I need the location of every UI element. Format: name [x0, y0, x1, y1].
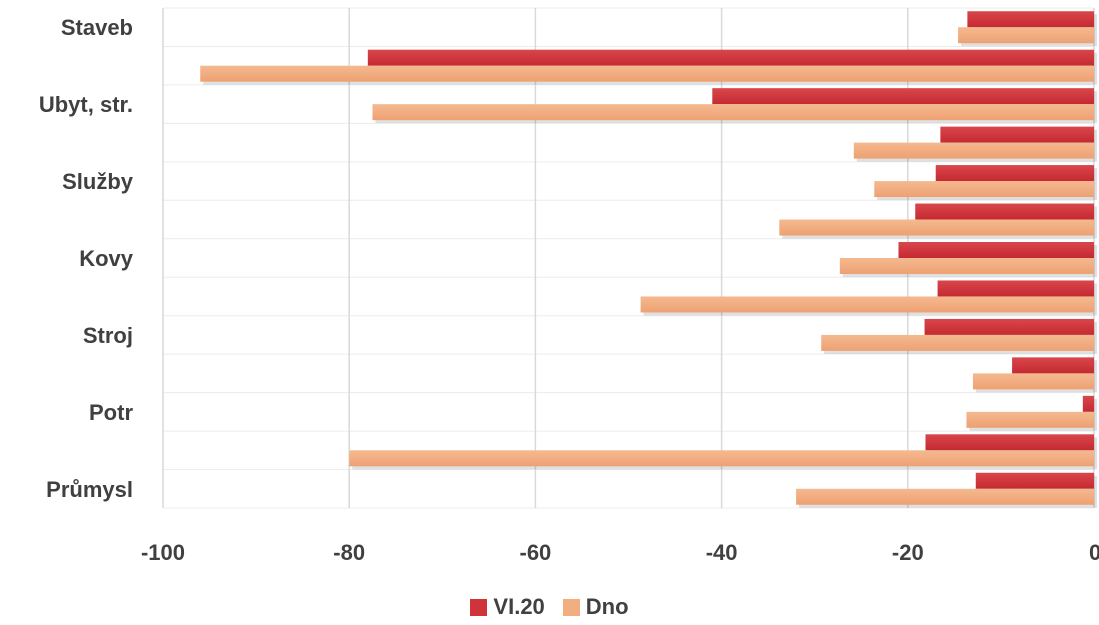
bar-vi20	[1082, 395, 1094, 412]
bar-vi20	[967, 11, 1094, 28]
bar-vi20	[935, 165, 1094, 182]
category-label: Ubyt, str.	[39, 92, 133, 117]
bar-dno	[349, 450, 1094, 467]
legend-item-dno: Dno	[562, 594, 629, 620]
legend-label-dno: Dno	[585, 594, 629, 619]
bar-chart: Staveb Ubyt, str. Služby Kovy Stroj Potr Průmy…	[39, 7, 1099, 565]
legend-label-vi20: VI.20	[493, 594, 545, 619]
legend: VI.20 Dno	[0, 592, 1099, 622]
bar-dno	[972, 373, 1094, 390]
bar-dno	[779, 219, 1094, 236]
bar-dno	[821, 334, 1094, 351]
bar-vi20	[975, 472, 1094, 489]
legend-swatch-dno	[562, 598, 580, 616]
bar-dno	[640, 296, 1094, 313]
x-tick-label: -20	[892, 540, 924, 565]
bar-vi20	[925, 434, 1094, 451]
bar-vi20	[898, 242, 1094, 258]
bar-dno	[200, 65, 1095, 82]
bar-dno	[853, 142, 1094, 159]
category-label: Kovy	[79, 246, 134, 271]
value-axis: -100 -80 -60 -40 -20 0	[141, 540, 1099, 565]
bar-vi20	[937, 280, 1094, 297]
x-tick-label: 0	[1089, 540, 1099, 565]
x-tick-label: -40	[706, 540, 738, 565]
x-tick-label: -100	[141, 540, 185, 565]
bar-dno	[874, 181, 1094, 198]
category-axis: Staveb Ubyt, str. Služby Kovy Stroj Potr Průmy…	[39, 15, 134, 502]
legend-item-vi20: VI.20	[470, 594, 545, 620]
bar-vi20	[712, 88, 1094, 105]
bar-dno	[796, 488, 1094, 505]
gridlines	[162, 7, 1095, 509]
x-tick-label: -60	[520, 540, 552, 565]
category-label: Stroj	[83, 323, 133, 348]
legend-swatch-vi20	[470, 598, 488, 616]
category-label: Služby	[62, 169, 134, 194]
category-label: Staveb	[61, 15, 133, 40]
bar-vi20	[915, 203, 1094, 220]
bars	[200, 11, 1098, 508]
bar-dno	[839, 258, 1094, 274]
bar-vi20	[1012, 357, 1094, 374]
bar-vi20	[924, 318, 1094, 335]
category-label: Potr	[89, 400, 133, 425]
bar-vi20	[940, 126, 1094, 143]
bar-dno	[966, 411, 1094, 428]
category-label: Průmysl	[46, 477, 133, 502]
x-tick-label: -80	[333, 540, 365, 565]
bar-dno	[958, 27, 1094, 44]
bar-vi20	[367, 49, 1094, 66]
bar-dno	[372, 104, 1095, 121]
